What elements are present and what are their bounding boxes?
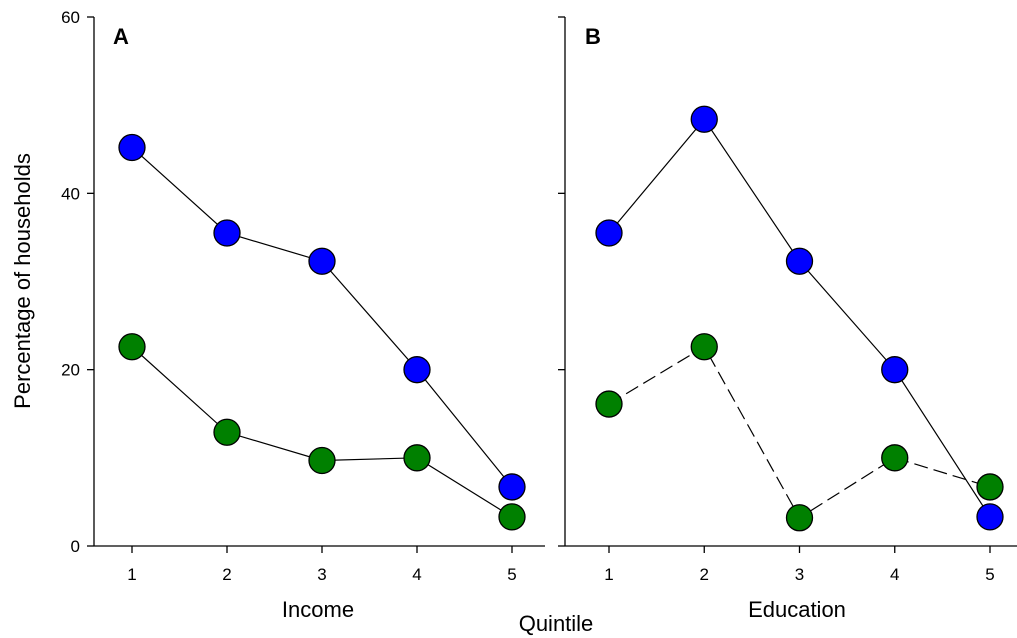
y-tick-label: 60 <box>61 8 80 27</box>
panel-a-series-1-point <box>213 219 241 247</box>
panel-b-series-2-point <box>690 333 718 361</box>
panel-b-x-axis-title: Education <box>748 597 846 622</box>
y-tick-label: 40 <box>61 184 80 203</box>
panel-a-x-tick-label: 1 <box>127 565 136 584</box>
panel-a-series-2-line <box>131 346 513 518</box>
panel-b-series-1-line <box>608 118 991 518</box>
panel-b-x-tick-label: 3 <box>795 565 804 584</box>
panel-b-x-tick-label: 1 <box>604 565 613 584</box>
panel-a: 0 20 40 60 1 2 3 4 5 A Income Percentage of hou… <box>10 8 545 622</box>
panel-a-series-2-point <box>498 503 526 531</box>
panel-a-series-2-point <box>403 444 431 472</box>
shared-x-axis-title: Quintile <box>519 611 594 636</box>
panel-a-series-2-point <box>308 446 336 475</box>
panel-a-x-tick-label: 3 <box>317 565 326 584</box>
panel-b-series-2-point <box>881 444 909 472</box>
panel-b-letter: B <box>585 24 601 49</box>
panel-a-x-ticks: 1 2 3 4 5 <box>127 546 517 584</box>
panel-a-series-1-line <box>131 147 513 488</box>
panel-a-x-tick-label: 2 <box>222 565 231 584</box>
panel-a-x-tick-label: 4 <box>412 565 421 584</box>
panel-b-series-1-point <box>785 247 814 275</box>
panel-b-series-1-point <box>976 503 1004 531</box>
panel-a-x-tick-label: 5 <box>507 565 516 584</box>
panel-a-letter: A <box>113 24 129 49</box>
panel-b: 1 2 3 4 5 B Education <box>558 16 1017 622</box>
panel-b-x-tick-label: 2 <box>700 565 709 584</box>
panel-b-y-ticks <box>558 16 565 547</box>
panel-b-series-1-point <box>690 105 718 133</box>
panel-b-x-tick-label: 4 <box>890 565 899 584</box>
panel-b-series-1-point <box>595 219 623 247</box>
panel-b-series-2-point <box>976 473 1004 501</box>
y-tick-label: 0 <box>71 537 80 556</box>
y-axis-title: Percentage of households <box>10 153 35 409</box>
panel-a-series-1-point <box>403 356 431 384</box>
panel-b-series-2-point <box>595 390 623 418</box>
panel-a-series-1-point <box>308 247 336 275</box>
y-tick-label: 20 <box>61 361 80 380</box>
panel-a-series <box>118 133 526 531</box>
panel-b-series-2-line <box>608 345 991 519</box>
panel-a-series-2-point <box>213 418 241 446</box>
panel-a-series-1-point <box>118 133 146 162</box>
panel-a-series-2-point <box>118 333 146 361</box>
panel-b-x-ticks: 1 2 3 4 5 <box>604 546 995 584</box>
panel-a-x-axis-title: Income <box>282 597 354 622</box>
panel-a-y-ticks: 0 20 40 60 <box>61 8 94 556</box>
panel-a-series-1-point <box>498 473 526 501</box>
panel-b-series <box>595 105 1004 532</box>
panel-b-series-1-point <box>881 356 909 384</box>
panel-b-series-2-point <box>785 504 814 532</box>
panel-b-x-tick-label: 5 <box>985 565 994 584</box>
